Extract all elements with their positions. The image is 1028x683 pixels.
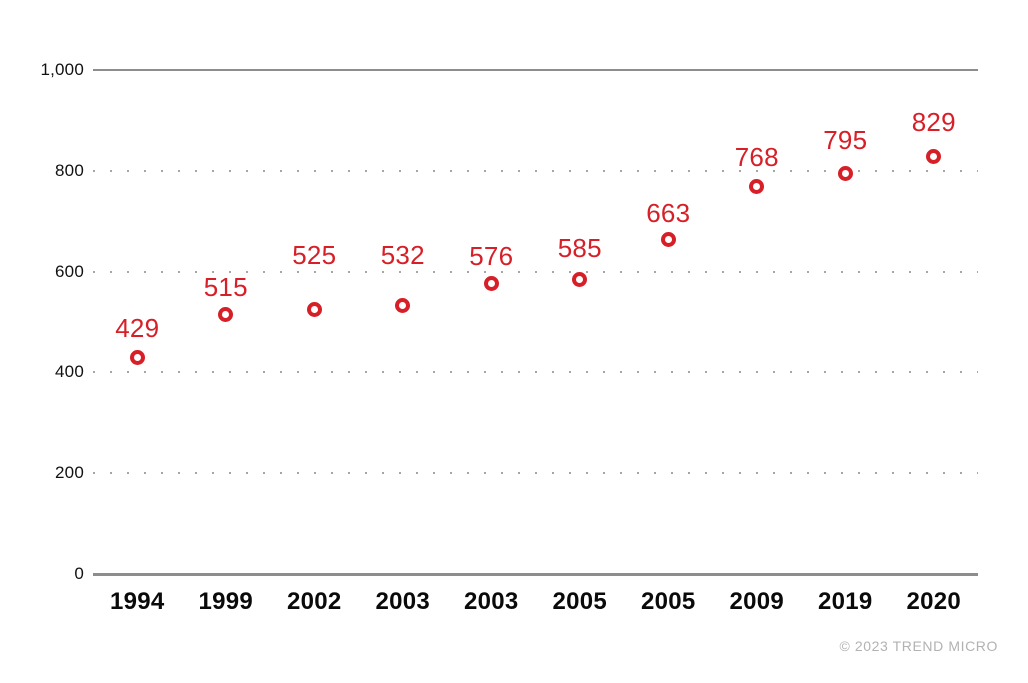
data-point-marker — [306, 301, 322, 317]
data-point-marker — [660, 232, 676, 248]
x-tick-label: 2003 — [375, 588, 431, 615]
data-point-label: 515 — [203, 272, 248, 303]
data-point-marker — [395, 298, 411, 314]
x-tick-label: 2009 — [729, 588, 785, 615]
data-point-label: 768 — [734, 141, 779, 172]
x-tick-label: 2020 — [906, 588, 962, 615]
x-tick-label: 2003 — [463, 588, 519, 615]
data-point-marker — [749, 179, 765, 195]
data-point-label: 429 — [115, 312, 160, 343]
y-tick-label: 200 — [55, 463, 84, 483]
data-point-marker — [837, 165, 853, 181]
gridline-solid — [93, 69, 978, 71]
data-point-marker — [926, 148, 942, 164]
data-point-label: 585 — [557, 233, 602, 264]
x-tick-label: 2005 — [640, 588, 696, 615]
gridline-dotted — [93, 472, 978, 475]
data-point-marker — [572, 271, 588, 287]
gridline-dotted — [93, 169, 978, 172]
x-tick-label: 1999 — [198, 588, 254, 615]
y-tick-label: 0 — [74, 564, 84, 583]
x-tick-label: 1994 — [109, 588, 165, 615]
gridline-solid — [93, 573, 978, 576]
y-tick-label: 400 — [55, 362, 84, 382]
data-point-label: 829 — [911, 107, 956, 138]
data-point-marker — [129, 350, 145, 366]
x-tick-label: 2002 — [286, 588, 342, 615]
x-tick-label: 2005 — [552, 588, 608, 615]
data-point-label: 576 — [469, 240, 514, 271]
y-tick-label: 600 — [55, 261, 84, 281]
data-point-label: 795 — [823, 125, 868, 156]
data-point-marker — [483, 276, 499, 292]
gridline-dotted — [93, 270, 978, 273]
copyright-text: © 2023 TREND MICRO — [839, 638, 998, 654]
data-point-label: 532 — [380, 239, 425, 270]
y-tick-label: 800 — [55, 160, 84, 180]
data-point-label: 663 — [646, 197, 691, 228]
x-tick-label: 2019 — [817, 588, 873, 615]
gridline-dotted — [93, 371, 978, 374]
data-point-label: 525 — [292, 240, 337, 271]
data-point-marker — [218, 306, 234, 322]
y-tick-label: 1,000 — [40, 60, 84, 79]
